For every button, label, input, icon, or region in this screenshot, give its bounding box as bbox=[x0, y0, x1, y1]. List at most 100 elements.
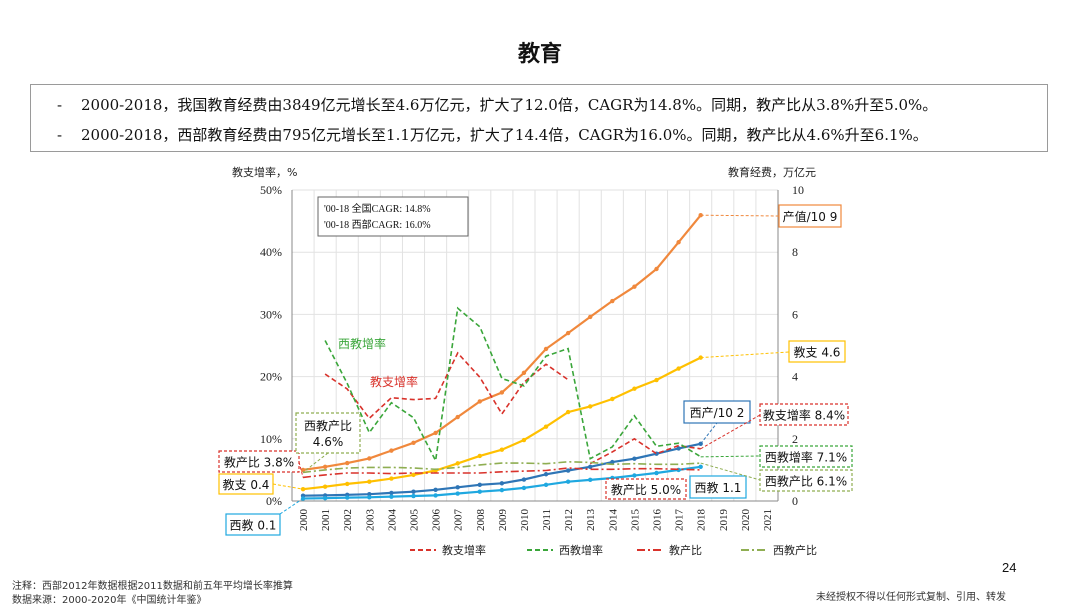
data-point bbox=[565, 330, 571, 336]
left-tick-label: 50% bbox=[260, 183, 282, 197]
data-point bbox=[588, 464, 593, 469]
label-west-growth: 西教增率 bbox=[338, 336, 386, 351]
left-tick-label: 10% bbox=[260, 432, 282, 446]
x-tick-label: 2013 bbox=[585, 509, 597, 532]
label-wratio-end: 西教产比 6.1% bbox=[765, 474, 847, 489]
data-point bbox=[477, 453, 482, 459]
data-source: 数据来源：2000-2020年《中国统计年鉴》 bbox=[12, 595, 207, 606]
label-west-gdp: 西产/10 2 bbox=[690, 406, 745, 420]
data-point bbox=[322, 464, 328, 469]
cagr-west: '00-18 西部CAGR: 16.0% bbox=[324, 218, 431, 231]
x-tick-label: 2015 bbox=[629, 509, 641, 532]
summary-bullet-text: 2000-2018，西部教育经费由795亿元增长至1.1万亿元，扩大了14.4倍… bbox=[81, 126, 928, 144]
bullet-dash: - bbox=[57, 96, 63, 114]
label-gdp: 产值/10 9 bbox=[783, 209, 838, 224]
x-tick-label: 2011 bbox=[541, 509, 553, 531]
right-tick-label: 4 bbox=[792, 370, 798, 384]
data-point bbox=[433, 430, 438, 436]
right-axis-title: 教育经费，万亿元 bbox=[728, 165, 816, 179]
data-point bbox=[676, 240, 681, 245]
x-tick-label: 2019 bbox=[718, 509, 730, 532]
data-point bbox=[521, 437, 527, 443]
data-point bbox=[367, 479, 372, 484]
legend-label: 西教产比 bbox=[773, 543, 817, 557]
summary-box: -2000-2018，我国教育经费由3849亿元增长至4.6万亿元，扩大了12.… bbox=[30, 84, 1048, 152]
data-point bbox=[345, 495, 350, 500]
data-point bbox=[543, 482, 549, 488]
x-tick-label: 2006 bbox=[431, 509, 443, 532]
footnote: 注释：西部2012年数据根据2011数据和前五年平均增长率推算 bbox=[12, 581, 293, 592]
x-tick-label: 2016 bbox=[652, 509, 664, 532]
data-point bbox=[588, 477, 593, 483]
data-point bbox=[610, 298, 615, 304]
leader-gdp bbox=[700, 214, 780, 217]
data-point bbox=[345, 481, 350, 487]
label-growth-end: 教支增率 8.4% bbox=[763, 408, 845, 423]
data-point bbox=[521, 370, 527, 376]
x-tick-label: 2017 bbox=[674, 509, 686, 532]
label-wratio-end-box bbox=[759, 469, 853, 492]
summary-bullet-national: -2000-2018，我国教育经费由3849亿元增长至4.6万亿元，扩大了12.… bbox=[57, 94, 937, 115]
x-tick-label: 2009 bbox=[497, 509, 509, 532]
data-point bbox=[521, 477, 527, 482]
summary-bullet-west: -2000-2018，西部教育经费由795亿元增长至1.1万亿元，扩大了14.4… bbox=[57, 124, 928, 145]
data-point bbox=[455, 491, 460, 496]
data-point bbox=[322, 484, 328, 489]
data-point bbox=[632, 386, 637, 391]
x-tick-label: 2007 bbox=[453, 509, 465, 532]
leader-edu-start bbox=[272, 483, 304, 490]
right-tick-label: 0 bbox=[792, 494, 798, 508]
data-point bbox=[676, 366, 681, 371]
data-point bbox=[389, 476, 394, 481]
legend-label: 教产比 bbox=[669, 543, 702, 557]
data-point bbox=[477, 399, 482, 404]
leader-growth-end bbox=[700, 414, 761, 450]
data-point bbox=[389, 490, 394, 496]
label-west-edu-start: 西教 0.1 bbox=[230, 518, 277, 533]
x-tick-label: 2021 bbox=[762, 509, 774, 531]
data-point bbox=[367, 456, 372, 461]
x-tick-label: 2003 bbox=[364, 509, 376, 532]
data-point bbox=[433, 487, 438, 493]
series-line bbox=[324, 306, 702, 464]
label-wratio-start: 4.6% bbox=[313, 435, 344, 449]
x-tick-label: 2018 bbox=[696, 509, 708, 532]
x-tick-label: 2008 bbox=[475, 509, 487, 532]
data-point bbox=[345, 460, 350, 466]
data-point bbox=[411, 472, 416, 478]
data-point bbox=[698, 464, 703, 469]
data-point bbox=[499, 447, 505, 452]
label-ratio-end-box bbox=[605, 478, 687, 500]
label-edu: 教支 4.6 bbox=[794, 345, 841, 360]
cagr-box bbox=[317, 196, 469, 237]
bullet-dash: - bbox=[57, 126, 63, 144]
series-line bbox=[324, 351, 569, 420]
series-line bbox=[302, 460, 701, 474]
data-point bbox=[411, 489, 416, 494]
right-tick-label: 8 bbox=[792, 245, 798, 259]
data-point bbox=[367, 491, 372, 497]
cagr-national: '00-18 全国CAGR: 14.8% bbox=[324, 202, 431, 215]
left-axis-title: 教支增率，% bbox=[232, 165, 297, 179]
data-point bbox=[654, 470, 659, 476]
data-point bbox=[433, 493, 438, 498]
data-point bbox=[455, 485, 460, 490]
right-tick-label: 10 bbox=[792, 183, 804, 197]
leader-wgrowth-end bbox=[700, 455, 761, 458]
x-tick-label: 2001 bbox=[320, 509, 332, 531]
label-wratio-start: 西教产比 bbox=[304, 418, 352, 433]
data-point bbox=[455, 461, 460, 466]
data-point bbox=[654, 266, 659, 272]
data-point bbox=[543, 424, 549, 429]
data-point bbox=[565, 409, 571, 415]
label-ratio-start-box bbox=[218, 450, 300, 473]
label-growth: 教支增率 bbox=[370, 374, 418, 389]
left-tick-label: 30% bbox=[260, 307, 282, 321]
data-point bbox=[477, 482, 482, 488]
data-point bbox=[389, 448, 394, 453]
label-ratio-start: 教产比 3.8% bbox=[224, 455, 294, 470]
x-tick-label: 2014 bbox=[607, 509, 619, 532]
data-point bbox=[543, 472, 549, 477]
data-point bbox=[521, 485, 527, 491]
